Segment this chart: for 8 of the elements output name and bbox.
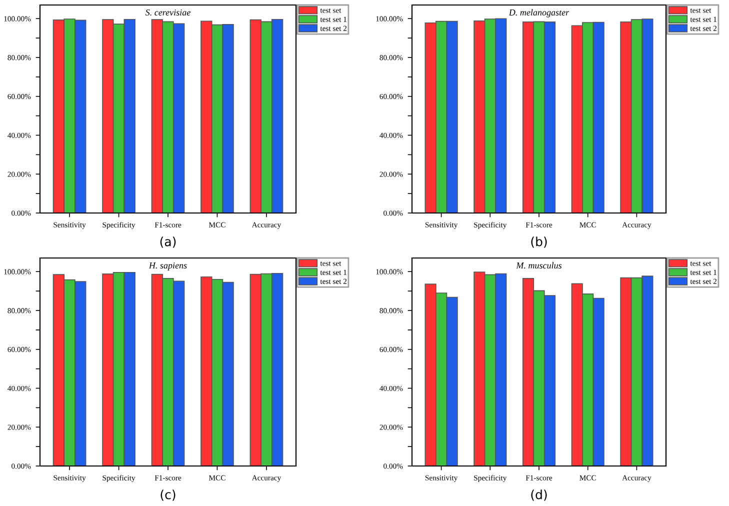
text: (c) — [160, 490, 176, 501]
chart-title: D. melanogaster — [508, 9, 570, 18]
text: (b) — [531, 236, 547, 248]
text: (d) — [531, 490, 547, 501]
chart-title: S. cerevisiae — [145, 9, 190, 16]
chart-title: M. musculus — [516, 262, 562, 269]
text: (a) — [160, 236, 176, 248]
chart-title: H. sapiens — [148, 262, 187, 270]
